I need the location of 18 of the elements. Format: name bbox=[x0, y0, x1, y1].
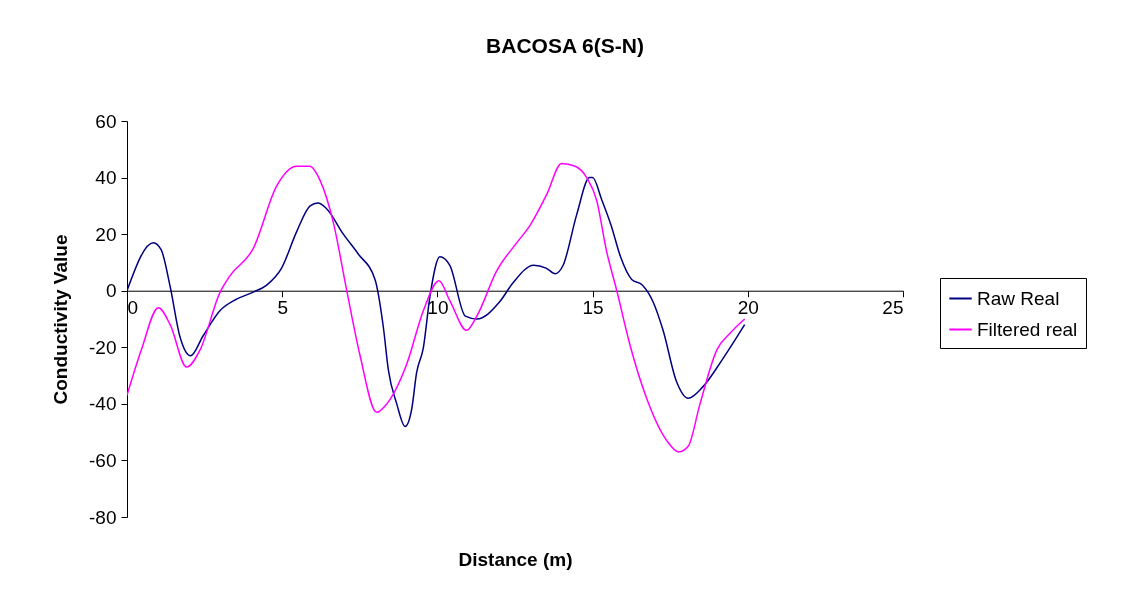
y-tick-label: -80 bbox=[89, 506, 117, 528]
y-tick-label: -40 bbox=[89, 393, 117, 415]
x-tick-label: 20 bbox=[737, 297, 759, 319]
y-tick-label: 20 bbox=[95, 223, 117, 245]
y-tick-label: 60 bbox=[95, 110, 117, 132]
x-axis-title: Distance (m) bbox=[458, 548, 573, 570]
legend-label: Raw Real bbox=[977, 287, 1060, 309]
y-tick-label: 40 bbox=[95, 167, 117, 189]
legend-label: Filtered real bbox=[977, 318, 1078, 340]
x-tick-label: 5 bbox=[277, 297, 288, 319]
y-tick-label: -20 bbox=[89, 336, 117, 358]
y-axis-title: Conductivity Value bbox=[50, 234, 72, 405]
chart-title: BACOSA 6(S-N) bbox=[486, 34, 644, 57]
y-tick-label: 0 bbox=[105, 280, 117, 302]
x-tick-label: 0 bbox=[127, 297, 139, 319]
x-tick-label: 25 bbox=[882, 297, 904, 319]
x-tick-label: 15 bbox=[582, 297, 604, 319]
y-tick-label: -60 bbox=[89, 449, 117, 471]
